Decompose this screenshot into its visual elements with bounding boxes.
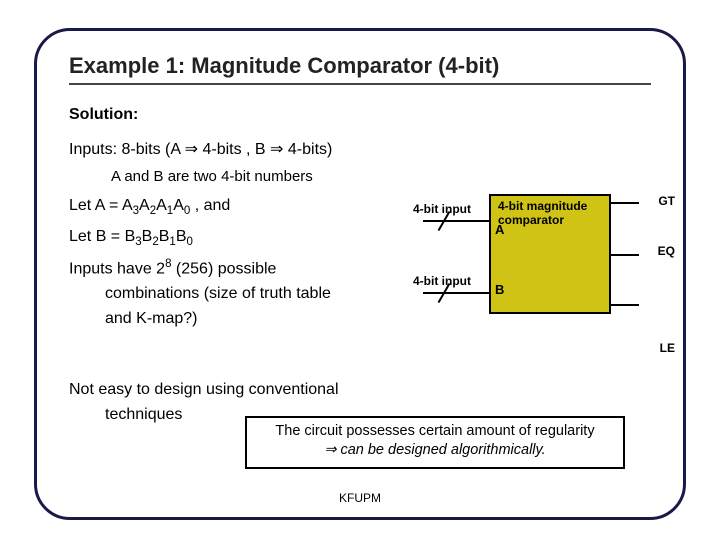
- wire-gt: [611, 202, 639, 204]
- wire-input-b: [423, 292, 489, 294]
- combo-after: (256) possible: [171, 260, 276, 277]
- wire-le: [611, 304, 639, 306]
- port-gt-label: GT: [658, 192, 675, 211]
- inputs-line: Inputs: 8-bits (A ⇒ 4-bits , B ⇒ 4-bits): [69, 138, 651, 163]
- block-title-line1: 4-bit magnitude: [498, 199, 587, 213]
- left-column: Let A = A3A2A1A0 , and Let B = B3B2B1B0 …: [69, 194, 389, 374]
- combo-line-2b: and K-map?): [105, 307, 389, 332]
- let-b-prefix: Let B = B: [69, 228, 135, 245]
- slide-frame: Example 1: Magnitude Comparator (4-bit) …: [34, 28, 686, 520]
- sub-1: 1: [167, 205, 173, 217]
- ab-line: A and B are two 4-bit numbers: [111, 165, 651, 188]
- input-b-label: 4-bit input: [413, 272, 471, 291]
- let-a-line: Let A = A3A2A1A0 , and: [69, 194, 389, 221]
- content-row: Let A = A3A2A1A0 , and Let B = B3B2B1B0 …: [69, 194, 651, 374]
- right-column: 4-bit input 4-bit input 4-bit magnitude …: [389, 194, 651, 374]
- input-a-label: 4-bit input: [413, 200, 471, 219]
- port-eq-label: EQ: [658, 242, 675, 261]
- block-title: 4-bit magnitude comparator: [498, 200, 587, 228]
- port-a-label: A: [495, 220, 504, 240]
- solution-label: Solution:: [69, 103, 651, 128]
- combo-prefix: Inputs have 2: [69, 260, 165, 277]
- wire-eq: [611, 254, 639, 256]
- combo-line: Inputs have 28 (256) possible combinatio…: [69, 256, 389, 332]
- callout-line-2: ⇒ can be designed algorithmically.: [255, 441, 615, 461]
- sub-b0: 0: [187, 236, 193, 248]
- let-a-suffix: , and: [190, 197, 230, 214]
- sub-2: 2: [150, 205, 156, 217]
- callout-box: The circuit possesses certain amount of …: [245, 416, 625, 469]
- combo-line-2a: combinations (size of truth table: [105, 282, 389, 307]
- sub-b1: 1: [169, 236, 175, 248]
- sub-b3: 3: [135, 236, 141, 248]
- comparator-diagram: 4-bit input 4-bit input 4-bit magnitude …: [389, 188, 651, 368]
- callout-line-1: The circuit possesses certain amount of …: [255, 422, 615, 442]
- port-b-label: B: [495, 280, 504, 300]
- slide: Example 1: Magnitude Comparator (4-bit) …: [0, 0, 720, 540]
- let-b-line: Let B = B3B2B1B0: [69, 225, 389, 252]
- sub-b2: 2: [152, 236, 158, 248]
- footer: KFUPM: [37, 491, 683, 505]
- port-le-label: LE: [660, 339, 675, 358]
- sub-3: 3: [133, 205, 139, 217]
- let-a-prefix: Let A = A: [69, 197, 133, 214]
- block-title-line2: comparator: [498, 213, 564, 227]
- slide-body: Solution: Inputs: 8-bits (A ⇒ 4-bits , B…: [69, 103, 651, 427]
- wire-input-a: [423, 220, 489, 222]
- not-easy-1: Not easy to design using conventional: [69, 381, 339, 398]
- slide-title: Example 1: Magnitude Comparator (4-bit): [69, 53, 651, 85]
- comparator-block: 4-bit magnitude comparator A B: [489, 194, 611, 314]
